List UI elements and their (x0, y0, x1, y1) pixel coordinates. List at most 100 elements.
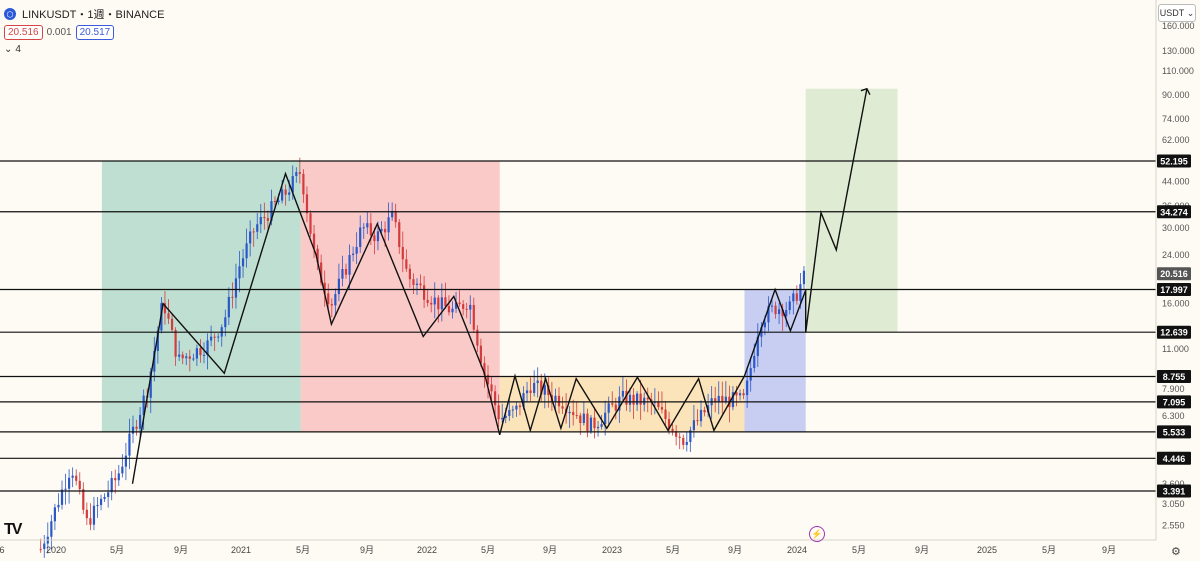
candle-body (139, 414, 142, 429)
candle-body (451, 308, 454, 313)
candle-body (401, 247, 404, 260)
x-tick-label: 2025 (977, 545, 997, 555)
candle-body (167, 313, 170, 319)
current-price-label: 20.516 (1160, 269, 1188, 279)
candle-body (107, 492, 110, 497)
candle-body (462, 304, 465, 309)
sell-price-button[interactable]: 20.516 (4, 25, 43, 40)
candle-body (199, 348, 202, 356)
price-buttons: 20.516 0.001 20.517 (4, 25, 115, 40)
price-axis[interactable]: 160.000 130.000 110.000 90.000 74.000 62.000 4… (1155, 0, 1200, 540)
candle-body (699, 409, 703, 422)
settings-icon[interactable]: ⚙ (1171, 546, 1181, 558)
candle-body (352, 253, 355, 255)
candle-body (291, 175, 294, 193)
level-label: 17.997 (1160, 285, 1188, 295)
candle-body (426, 299, 429, 303)
candle-body (646, 397, 649, 400)
x-tick-label: 2023 (602, 545, 622, 555)
candle-body (103, 496, 106, 499)
y-tick-label: 74.000 (1162, 114, 1190, 124)
candle-body (515, 405, 518, 410)
level-label-bg (1157, 451, 1191, 465)
candle-body (312, 233, 316, 249)
candle-body (75, 475, 78, 481)
candle-body (412, 279, 415, 285)
indicator-toggle[interactable]: ⌄ 4 (4, 44, 21, 55)
candle-body (508, 409, 511, 416)
currency-unit-select[interactable]: USDT ⌄ (1158, 4, 1196, 22)
candle-body (486, 374, 490, 385)
candle-body (788, 301, 791, 311)
candle-body (170, 318, 174, 330)
lightning-icon[interactable]: ⚡ (809, 526, 825, 542)
candle-body (295, 172, 298, 176)
candle-body (675, 431, 678, 437)
candle-body (632, 394, 635, 405)
candle-body (202, 354, 206, 356)
zigzag-line (131, 88, 868, 484)
candle-body (156, 330, 159, 352)
candle-body (664, 409, 667, 420)
level-label: 8.755 (1163, 372, 1186, 382)
candle-body (621, 390, 624, 397)
candle-body (423, 285, 426, 300)
candle-body (778, 309, 781, 315)
x-tick-label: 5月 (481, 545, 495, 555)
candle-body (185, 356, 188, 359)
candle-body (738, 393, 742, 396)
x-tick-label: 2022 (417, 545, 437, 555)
candle-body (763, 322, 766, 328)
candle-body (337, 278, 340, 295)
forecast-arrowhead (860, 87, 871, 96)
candle-body (263, 216, 266, 219)
candle-body (799, 284, 802, 301)
y-tick-label: 3.600 (1162, 479, 1185, 489)
candle-body (405, 259, 408, 269)
candle-body (504, 415, 507, 418)
candle-body (714, 398, 717, 403)
candle-body (458, 302, 461, 305)
candle-body (277, 200, 280, 203)
y-tick-label: 24.000 (1162, 250, 1190, 260)
candle-body (234, 278, 238, 298)
candle-body (703, 409, 706, 413)
candle-body (533, 383, 536, 394)
currency-unit-label: USDT (1159, 8, 1185, 18)
candle-body (53, 507, 56, 522)
candle-body (547, 385, 550, 396)
y-tick-label: 130.000 (1162, 46, 1195, 56)
candle-body (163, 303, 167, 314)
current-price-bg (1157, 267, 1191, 281)
candle-body (369, 223, 372, 236)
candle-body (320, 262, 323, 283)
x-tick-label: 5月 (110, 545, 124, 555)
y-tick-label: 16.000 (1162, 299, 1190, 309)
time-axis[interactable]: 6 2020 5月 9月 2021 5月 9月 2022 5月 9月 2023 5月 9月 2024 5月 9… (0, 539, 1156, 555)
candle-body (330, 304, 333, 306)
x-tick-label: 5月 (852, 545, 866, 555)
candle-body (667, 419, 671, 429)
candle-body (529, 390, 532, 394)
level-label-bg (1157, 484, 1191, 498)
candle-body (373, 235, 376, 242)
candle-body (792, 293, 795, 302)
candle-body (348, 254, 351, 275)
candle-body (671, 428, 674, 432)
x-tick-label: 6 (0, 545, 5, 555)
level-label: 34.274 (1160, 207, 1188, 217)
candle-body (557, 395, 561, 407)
x-tick-label: 2021 (231, 545, 251, 555)
symbol-header[interactable]: ⬡ LINKUSDT・1週・BINANCE (4, 6, 164, 22)
candle-body (334, 294, 337, 306)
candle-body (479, 345, 482, 364)
buy-price-button[interactable]: 20.517 (75, 25, 115, 40)
candle-body (341, 269, 344, 279)
x-tick-label: 9月 (915, 545, 929, 555)
candle-body (440, 297, 443, 310)
candlestick-series (39, 157, 806, 558)
candle-body (756, 336, 759, 357)
candle-body (181, 354, 184, 359)
candle-body (39, 548, 42, 550)
